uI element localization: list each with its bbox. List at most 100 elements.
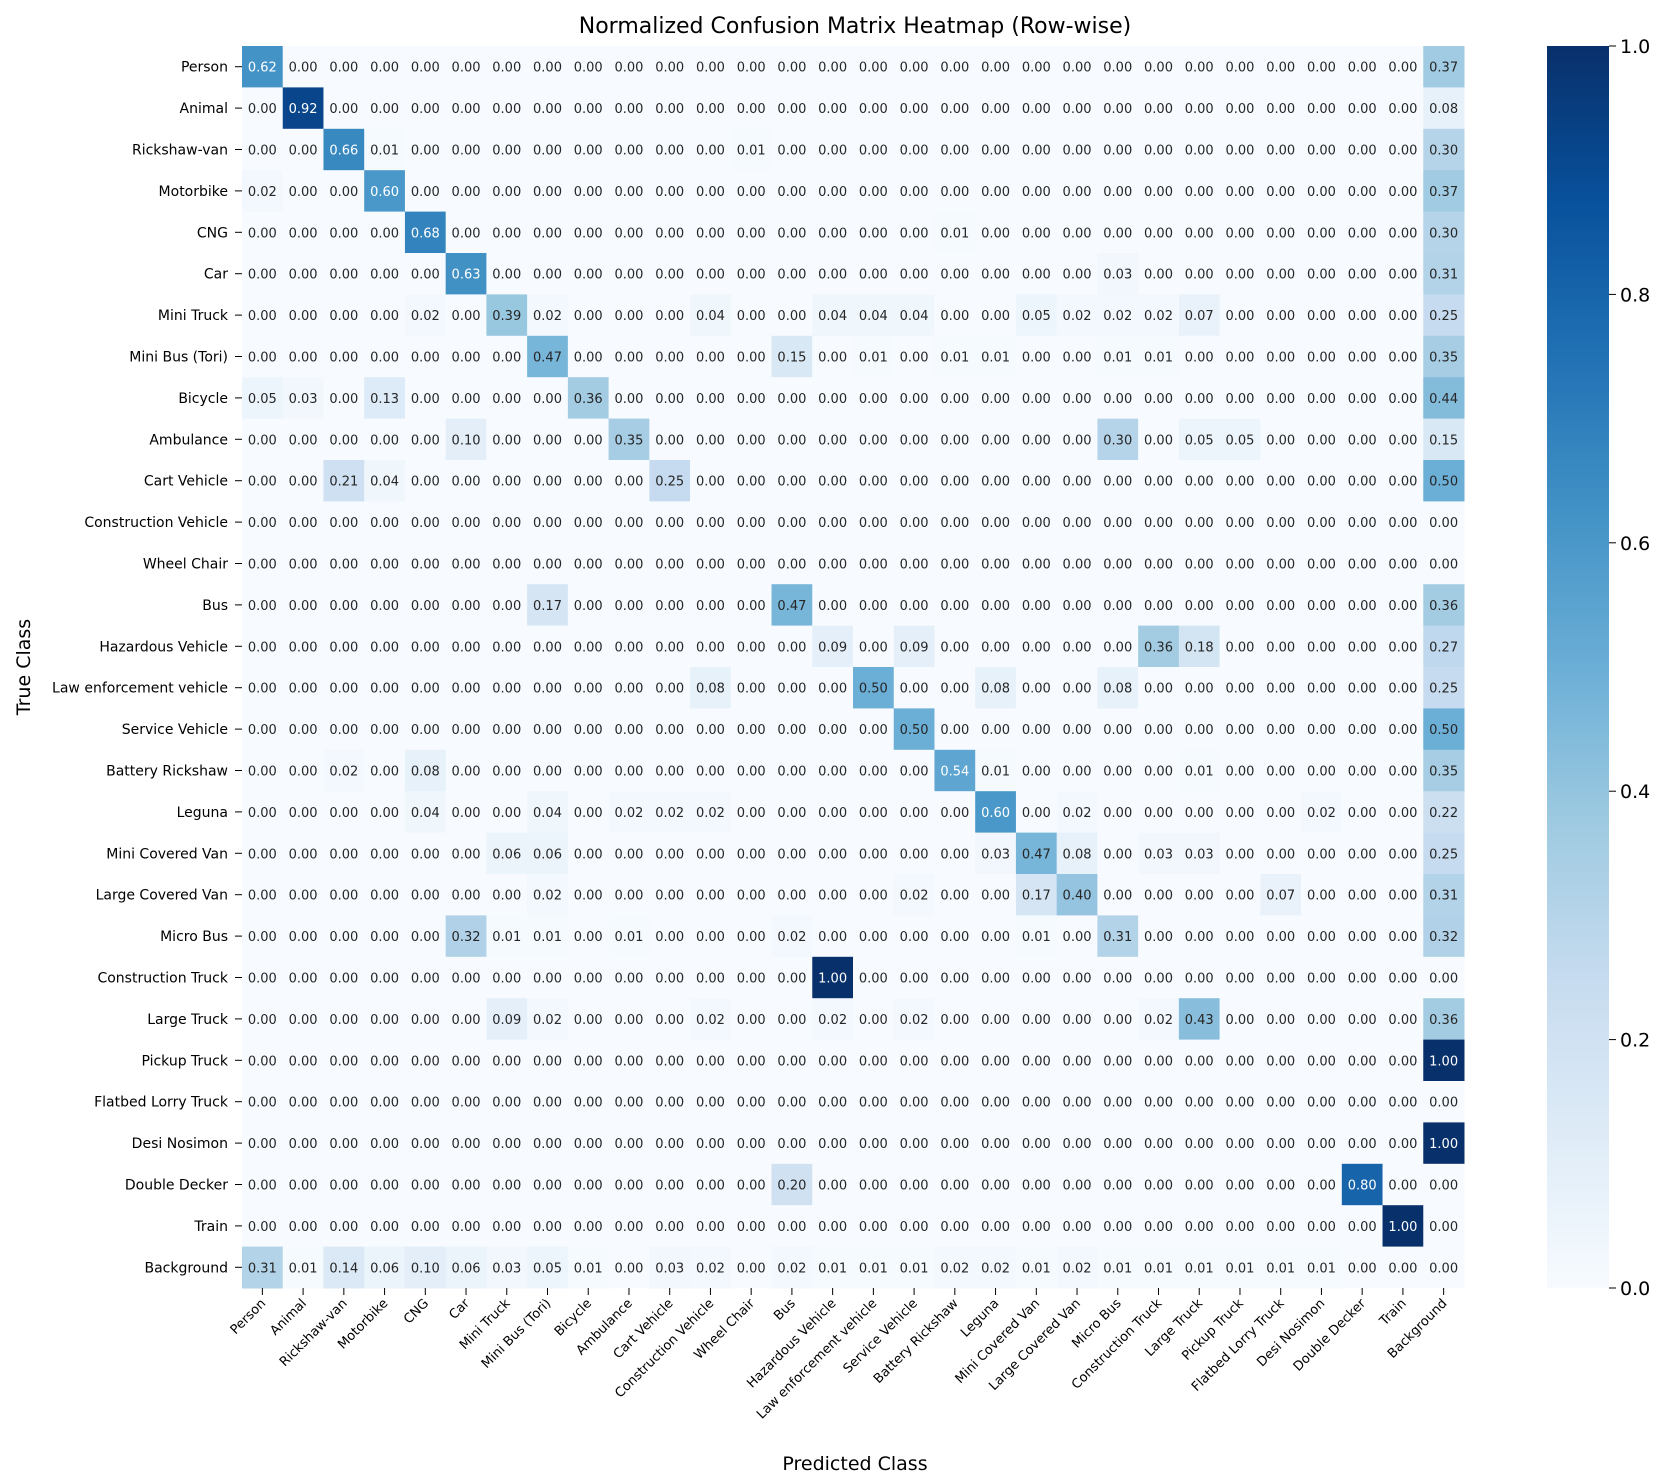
heatmap-cell	[1178, 874, 1221, 916]
heatmap-cell	[975, 1081, 1017, 1123]
heatmap-cell	[771, 1081, 813, 1123]
cell-value-label: 0.00	[818, 102, 847, 117]
cell-value-label: 0.00	[329, 1054, 358, 1069]
heatmap-cell	[323, 335, 365, 378]
cell-value-label: 0.00	[1266, 226, 1295, 241]
heatmap-cell	[282, 874, 324, 916]
heatmap-cell	[853, 832, 895, 875]
heatmap-cell	[649, 87, 691, 130]
cell-value-label: 0.00	[696, 599, 725, 614]
cell-value-label: 0.02	[411, 309, 440, 324]
cell-value-label: 0.00	[248, 309, 277, 324]
cell-value-label: 0.00	[1144, 268, 1173, 283]
heatmap-cell	[282, 667, 324, 709]
heatmap-cell	[975, 1205, 1017, 1248]
heatmap-cell	[486, 542, 528, 585]
heatmap-cell	[1056, 708, 1098, 751]
heatmap-cell	[853, 915, 895, 958]
heatmap-cell	[1138, 998, 1180, 1041]
heatmap-cell	[1423, 625, 1465, 668]
heatmap-cell	[853, 1163, 895, 1206]
heatmap-cell	[1178, 294, 1221, 337]
heatmap-cell	[282, 998, 324, 1041]
cell-value-label: 0.00	[1266, 599, 1295, 614]
cell-value-label: 0.00	[370, 930, 399, 945]
cell-value-label: 0.00	[411, 268, 440, 283]
cell-value-label: 0.00	[1388, 1096, 1417, 1111]
heatmap-cell	[242, 1081, 284, 1123]
cell-value-label: 0.00	[614, 765, 643, 780]
cell-value-label: 0.62	[248, 61, 277, 76]
cell-value-label: 0.00	[737, 930, 766, 945]
cell-value-label: 0.00	[574, 1137, 603, 1152]
heatmap-cell	[608, 874, 650, 916]
cell-value-label: 0.00	[370, 226, 399, 241]
heatmap-cell	[934, 708, 976, 751]
heatmap-cell	[1260, 542, 1302, 585]
cell-value-label: 0.00	[533, 1220, 562, 1235]
heatmap-cell	[649, 460, 691, 502]
heatmap-cell	[812, 956, 854, 999]
cell-value-label: 0.14	[329, 1261, 358, 1276]
heatmap-cell	[608, 832, 650, 875]
cell-value-label: 0.00	[818, 682, 847, 697]
cell-value-label: 0.00	[1225, 930, 1254, 945]
heatmap-cell	[608, 625, 650, 668]
cell-value-label: 0.01	[1185, 765, 1214, 780]
cell-value-label: 0.00	[370, 889, 399, 904]
heatmap-cell	[1138, 460, 1180, 502]
cell-value-label: 0.43	[1185, 1013, 1214, 1028]
cell-value-label: 0.00	[859, 889, 888, 904]
heatmap-cell	[486, 418, 528, 461]
cell-value-label: 0.00	[655, 1220, 684, 1235]
heatmap-cell	[364, 170, 406, 213]
cell-value-label: 0.00	[777, 102, 806, 117]
cell-value-label: 0.36	[574, 392, 603, 407]
cell-value-label: 0.08	[411, 765, 440, 780]
heatmap-cell	[1219, 584, 1261, 627]
cell-value-label: 0.00	[1144, 392, 1173, 407]
heatmap-cell	[771, 749, 813, 792]
cell-value-label: 0.00	[981, 309, 1010, 324]
cell-value-label: 0.00	[1185, 475, 1214, 490]
heatmap-cell	[690, 1081, 732, 1123]
cell-value-label: 0.00	[370, 1054, 399, 1069]
cell-value-label: 0.00	[737, 640, 766, 655]
cell-value-label: 0.00	[574, 516, 603, 531]
cell-value-label: 0.31	[1103, 930, 1132, 945]
cell-value-label: 0.00	[900, 806, 929, 821]
heatmap-cell	[1219, 377, 1261, 420]
heatmap-cell	[282, 170, 324, 213]
heatmap-cell	[934, 501, 976, 544]
cell-value-label: 0.00	[370, 806, 399, 821]
heatmap-cell	[1178, 542, 1221, 585]
cell-value-label: 0.00	[981, 889, 1010, 904]
cell-value-label: 0.00	[329, 558, 358, 573]
heatmap-cell	[242, 170, 284, 213]
cell-value-label: 0.00	[696, 847, 725, 862]
cell-value-label: 0.00	[1388, 268, 1417, 283]
cell-value-label: 0.00	[411, 640, 440, 655]
heatmap-cell	[1097, 791, 1139, 834]
heatmap-cell	[567, 832, 610, 875]
heatmap-cell	[1341, 749, 1384, 792]
cell-value-label: 0.17	[533, 599, 562, 614]
heatmap-cell	[1260, 377, 1302, 420]
cell-value-label: 0.00	[1388, 1137, 1417, 1152]
cell-value-label: 0.00	[1103, 392, 1132, 407]
heatmap-cell	[1423, 1163, 1465, 1206]
cell-value-label: 0.50	[900, 723, 929, 738]
cell-value-label: 0.32	[452, 930, 481, 945]
y-tick-label: Construction Vehicle	[84, 515, 228, 531]
cell-value-label: 0.00	[900, 102, 929, 117]
cell-value-label: 0.00	[737, 1261, 766, 1276]
heatmap-cell	[1178, 335, 1221, 378]
heatmap-cell	[323, 1081, 365, 1123]
cell-value-label: 0.01	[1185, 1261, 1214, 1276]
heatmap-cell	[730, 460, 773, 502]
cell-value-label: 0.37	[1429, 61, 1458, 76]
cell-value-label: 0.00	[411, 972, 440, 987]
heatmap-cell	[1219, 170, 1261, 213]
cell-value-label: 0.00	[859, 1220, 888, 1235]
heatmap-cell	[1382, 625, 1424, 668]
